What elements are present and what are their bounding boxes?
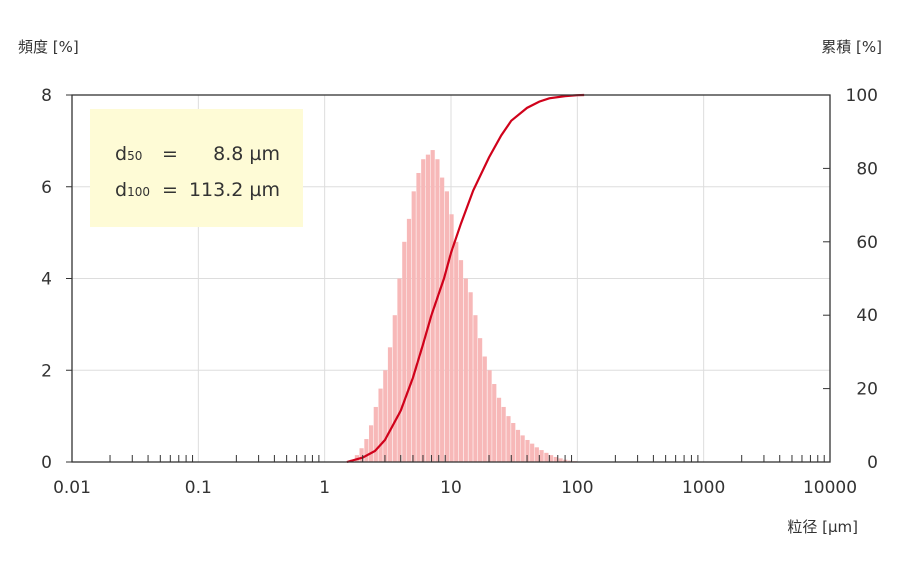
y-right-tick-label-3: 60 [856, 233, 878, 253]
bar-43 [553, 456, 558, 462]
bar-9 [392, 315, 397, 462]
x-minor-ticks [109, 455, 825, 462]
y-right-tick-label-5: 100 [846, 86, 878, 106]
y-left-axis-title: 頻度 [%] [18, 38, 79, 56]
bar-8 [387, 347, 393, 462]
bar-6 [378, 388, 383, 462]
bar-28 [482, 356, 487, 462]
stat-d100-equals: = [162, 179, 178, 201]
stat-d100-label: d100 [115, 179, 150, 201]
y-left-tick-label-3: 6 [41, 178, 52, 198]
bar-20 [444, 191, 450, 462]
bar-44 [558, 458, 563, 462]
y-right-tick-labels: 0 20 40 60 80 100 [823, 86, 878, 473]
bar-13 [411, 191, 416, 462]
bar-7 [383, 370, 388, 462]
x-tick-label-2: 1 [319, 478, 330, 498]
stat-d50-value: 8.8 µm [213, 143, 280, 165]
x-tick-label-0: 0.01 [53, 478, 91, 498]
bar-23 [458, 260, 464, 462]
x-tick-label-6: 10000 [803, 478, 857, 498]
bar-18 [435, 159, 440, 462]
bar-40 [539, 450, 544, 462]
bar-27 [478, 338, 483, 462]
y-right-tick-label-1: 20 [856, 380, 878, 400]
x-tick-labels: 0.01 0.1 1 10 100 1000 10000 [53, 478, 857, 498]
y-right-tick-label-0: 0 [867, 453, 878, 473]
bar-24 [463, 278, 468, 462]
bar-39 [534, 447, 539, 462]
bar-36 [520, 435, 525, 462]
bar-19 [440, 177, 445, 462]
bar-10 [397, 278, 402, 462]
bar-25 [468, 292, 473, 462]
y-left-tick-label-0: 0 [41, 453, 52, 473]
bar-32 [501, 406, 506, 462]
bar-3 [364, 439, 369, 462]
bar-41 [544, 452, 549, 462]
bar-2 [359, 448, 364, 462]
cumulative-line [346, 93, 585, 464]
y-left-tick-label-4: 8 [41, 86, 52, 106]
bar-31 [496, 397, 502, 462]
stats-box-background [90, 109, 303, 227]
x-tick-label-1: 0.1 [185, 478, 212, 498]
y-left-tick-label-1: 2 [41, 361, 52, 381]
bar-46 [567, 460, 573, 462]
bar-21 [449, 214, 454, 462]
y-left-tick-label-2: 4 [41, 270, 52, 290]
y-right-tick-label-4: 80 [856, 159, 878, 179]
bar-26 [473, 315, 478, 462]
bar-34 [511, 423, 516, 462]
stat-d50-equals: = [162, 143, 178, 165]
bar-35 [515, 429, 521, 462]
bar-42 [549, 455, 554, 462]
bar-14 [416, 172, 421, 463]
bar-4 [368, 425, 374, 462]
x-tick-label-3: 10 [440, 478, 462, 498]
bar-17 [430, 150, 435, 463]
y-right-tick-label-2: 40 [856, 306, 878, 326]
bar-5 [373, 406, 378, 462]
bar-29 [487, 370, 492, 462]
bar-11 [402, 241, 407, 462]
x-tick-label-4: 100 [561, 478, 593, 498]
bar-30 [492, 384, 497, 462]
stats-box: d50 = 8.8 µm d100 = 113.2 µm [90, 109, 303, 227]
x-axis-title: 粒径 [µm] [787, 518, 858, 536]
stat-d100-value: 113.2 µm [189, 179, 280, 201]
bar-16 [425, 154, 431, 462]
x-tick-label-5: 1000 [682, 478, 725, 498]
bar-33 [506, 416, 511, 462]
bar-15 [421, 159, 426, 462]
bar-37 [525, 439, 530, 462]
bar-38 [530, 443, 535, 462]
bar-12 [406, 218, 412, 462]
y-left-tick-labels: 0 2 4 6 8 [41, 86, 72, 473]
y-right-axis-title: 累積 [%] [821, 38, 882, 56]
bar-22 [454, 241, 459, 462]
stat-d50-label: d50 [115, 143, 142, 165]
frequency-bars [350, 150, 587, 463]
